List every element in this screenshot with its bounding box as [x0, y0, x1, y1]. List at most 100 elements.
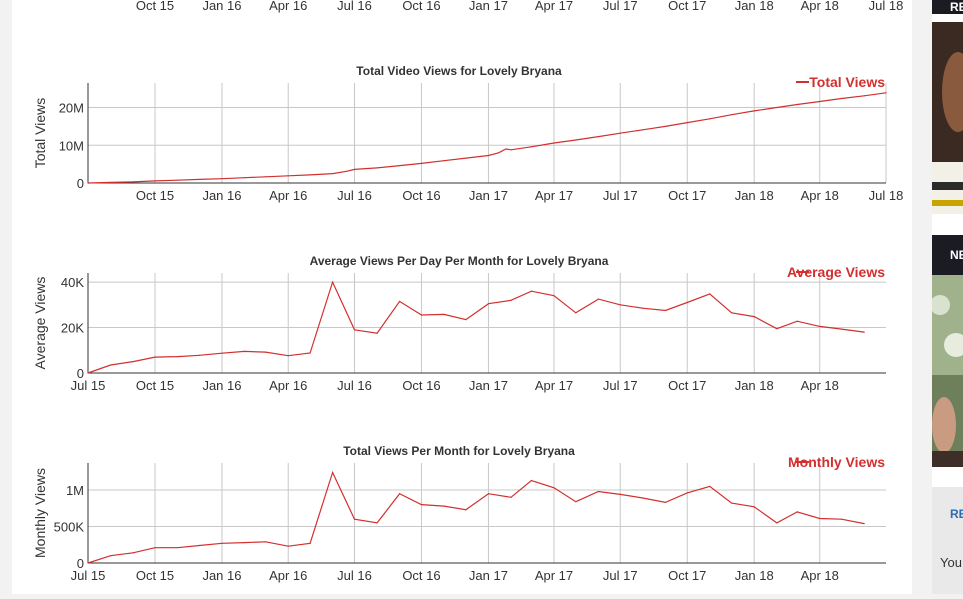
y-tick-label: 500K — [54, 520, 85, 535]
data-point — [664, 309, 666, 312]
data-point — [376, 522, 378, 524]
x-tick-label: Apr 16 — [269, 378, 307, 393]
y-tick-label: 0 — [77, 366, 84, 381]
data-point — [109, 181, 112, 184]
data-point — [487, 154, 490, 157]
data-point — [575, 501, 577, 503]
x-tick-label: Apr 16 — [269, 568, 307, 583]
data-point — [776, 522, 778, 524]
x-tick-label: Oct 16 — [402, 188, 440, 203]
data-point — [221, 178, 223, 180]
data-point — [154, 180, 156, 182]
x-tick-label: Jan 16 — [202, 378, 241, 393]
data-point — [664, 125, 666, 127]
top-axis-tick-label: Jul 16 — [337, 0, 372, 13]
person-photo-2 — [932, 275, 963, 467]
data-point — [287, 175, 289, 177]
x-tick-label: Apr 18 — [801, 378, 839, 393]
data-point — [87, 562, 89, 564]
top-axis-tick-label: Oct 16 — [402, 0, 440, 13]
data-point — [664, 501, 666, 504]
x-tick-label: Apr 18 — [801, 188, 839, 203]
x-tick-label: Jul 17 — [603, 188, 638, 203]
data-point — [376, 167, 378, 169]
sidebar-photo-2[interactable] — [932, 275, 963, 467]
y-tick-label: 10M — [59, 138, 84, 153]
data-point — [443, 313, 445, 315]
data-point — [753, 110, 755, 112]
sidebar: RE NE RE You — [932, 0, 963, 594]
data-point — [686, 122, 688, 124]
data-point — [597, 135, 599, 138]
chart-title: Total Video Views for Lovely Bryana — [356, 64, 562, 78]
data-point — [619, 493, 621, 495]
top-axis-tick-label: Oct 17 — [668, 0, 706, 13]
x-tick-label: Jan 16 — [202, 188, 241, 203]
data-point — [243, 541, 246, 544]
data-point — [309, 174, 311, 176]
person-photo-1 — [932, 22, 963, 214]
sidebar-header-2: NE — [932, 235, 963, 275]
data-point — [597, 298, 599, 300]
sidebar-header-1-label: RE — [950, 0, 963, 14]
data-point — [863, 95, 865, 97]
sidebar-card-text: You — [940, 555, 962, 570]
data-point — [287, 545, 289, 547]
x-tick-label: Apr 17 — [535, 378, 573, 393]
top-axis-tick-label: Apr 17 — [535, 0, 573, 13]
y-tick-label: 20K — [61, 321, 84, 336]
x-tick-label: Jul 15 — [71, 378, 106, 393]
data-point — [265, 176, 267, 178]
data-point — [332, 281, 334, 283]
data-point — [530, 290, 533, 292]
data-point — [420, 314, 423, 316]
sidebar-photo-1[interactable] — [932, 22, 963, 214]
top-axis-tick-label: Jul 17 — [603, 0, 638, 13]
x-tick-label: Jan 17 — [469, 188, 508, 203]
data-point — [553, 142, 555, 144]
data-point — [420, 504, 423, 506]
data-point — [265, 541, 267, 543]
data-point — [619, 304, 621, 306]
x-tick-label: Jan 18 — [735, 378, 774, 393]
x-tick-label: Jan 17 — [469, 568, 508, 583]
series-line-total-views — [87, 92, 887, 184]
data-point — [885, 92, 887, 94]
data-point — [709, 118, 711, 120]
data-point — [399, 300, 401, 303]
data-point — [686, 492, 688, 494]
data-point — [87, 182, 89, 184]
legend-label: Monthly Views — [788, 454, 885, 470]
y-axis-label: Monthly Views — [32, 468, 48, 558]
data-point — [575, 312, 577, 314]
data-point — [443, 160, 445, 162]
data-point — [154, 356, 156, 358]
data-point — [510, 149, 512, 151]
data-point — [487, 493, 490, 495]
data-point — [505, 148, 507, 150]
x-tick-label: Apr 17 — [535, 568, 573, 583]
y-tick-label: 0 — [77, 556, 84, 571]
sidebar-card-header[interactable]: RE — [950, 507, 963, 521]
data-point — [686, 301, 688, 304]
data-point — [796, 320, 798, 322]
sidebar-header-2-label: NE — [950, 248, 963, 262]
data-point — [553, 487, 555, 489]
data-point — [309, 542, 311, 544]
data-point — [642, 307, 644, 309]
x-tick-label: Jul 16 — [337, 568, 372, 583]
y-tick-label: 1M — [66, 483, 84, 498]
data-point — [819, 100, 821, 103]
data-point — [443, 505, 445, 507]
data-point — [465, 318, 467, 321]
data-point — [132, 361, 134, 363]
data-point — [87, 372, 89, 374]
data-point — [863, 522, 865, 525]
data-point — [132, 552, 134, 554]
data-point — [530, 479, 533, 482]
x-tick-label: Jan 18 — [735, 568, 774, 583]
data-point — [399, 493, 401, 495]
data-point — [353, 329, 356, 331]
series-line-average-views — [87, 280, 865, 374]
data-point — [287, 355, 289, 357]
